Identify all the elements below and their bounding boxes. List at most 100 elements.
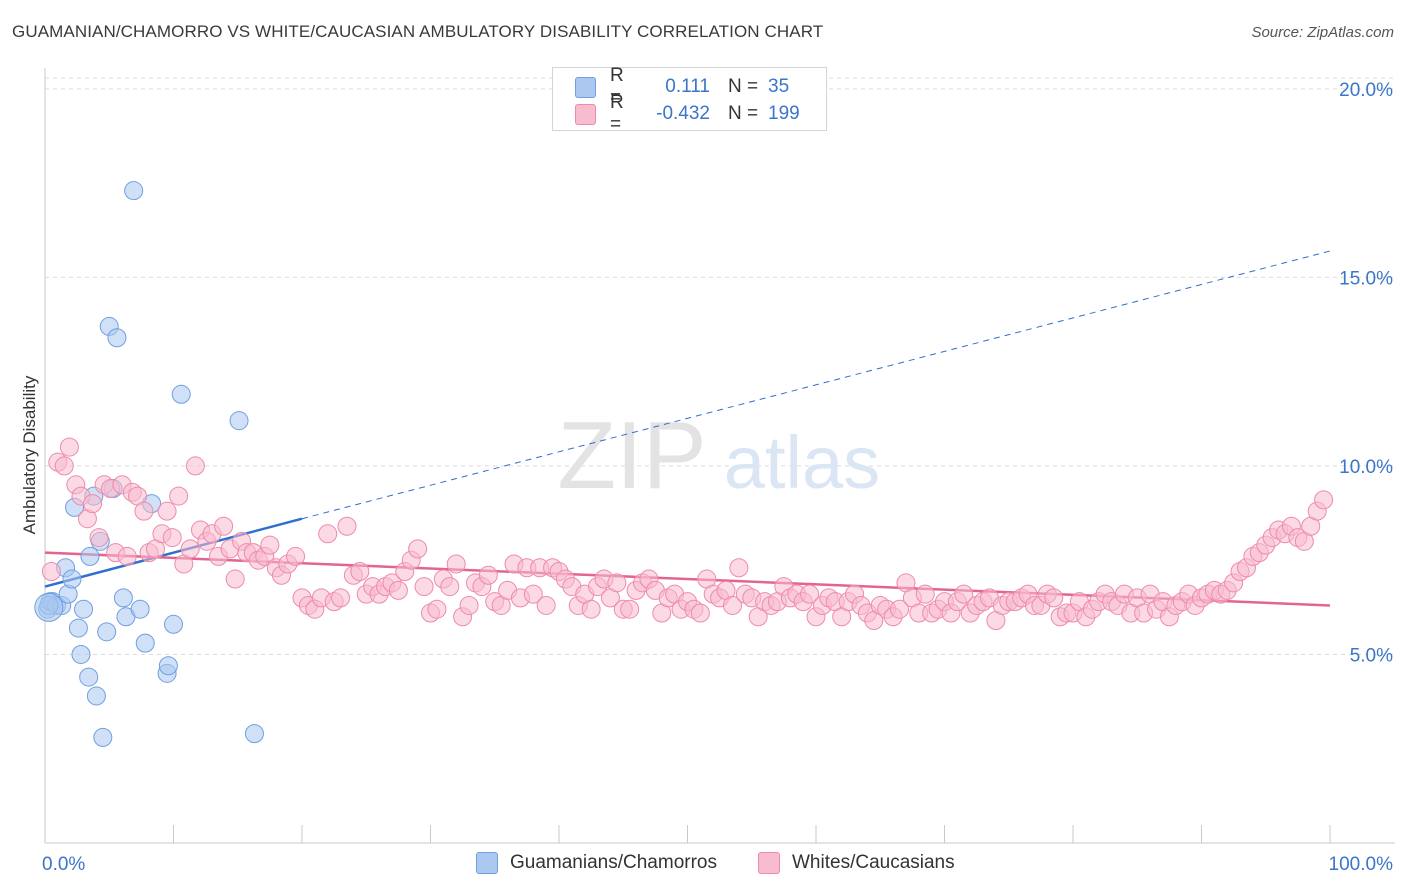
point-guamanian bbox=[68, 618, 88, 638]
trend-line-guamanian bbox=[44, 517, 303, 588]
point-white bbox=[581, 599, 601, 619]
watermark: ZIP atlas bbox=[557, 402, 880, 509]
r-value: -0.432 bbox=[656, 103, 710, 124]
point-guamanian bbox=[229, 411, 249, 431]
point-white bbox=[440, 577, 460, 597]
y-tick-label: 5.0% bbox=[1350, 645, 1393, 666]
point-white bbox=[260, 535, 280, 555]
x-tick-label: 0.0% bbox=[42, 854, 85, 875]
legend-swatch-guamanian bbox=[575, 76, 596, 98]
point-white bbox=[169, 486, 189, 506]
point-white bbox=[134, 501, 154, 521]
point-white bbox=[337, 516, 357, 536]
legend-item-white: Whites/Caucasians bbox=[758, 852, 955, 874]
point-white bbox=[331, 588, 351, 608]
watermark-atlas: atlas bbox=[724, 421, 880, 504]
point-white bbox=[54, 456, 74, 476]
point-white bbox=[157, 501, 177, 521]
legend-label-white: Whites/Caucasians bbox=[792, 852, 955, 873]
point-guamanian bbox=[171, 384, 191, 404]
point-guamanian bbox=[158, 656, 178, 676]
x-tick-labels: 0.0% 100.0% bbox=[42, 854, 1393, 875]
n-value: 199 bbox=[768, 103, 800, 124]
legend-swatch-white bbox=[575, 103, 596, 125]
data-points bbox=[34, 181, 1334, 747]
point-white bbox=[162, 528, 182, 548]
r-label: R = bbox=[610, 65, 624, 108]
point-guamanian bbox=[80, 546, 100, 566]
source-label: Source: ZipAtlas.com bbox=[1251, 24, 1394, 41]
y-axis-label: Ambulatory Disability bbox=[20, 375, 39, 534]
x-tick-label: 100.0% bbox=[1329, 854, 1394, 875]
axes bbox=[44, 68, 1395, 844]
point-white bbox=[536, 595, 556, 615]
point-white bbox=[414, 577, 434, 597]
point-white bbox=[408, 539, 428, 559]
point-white bbox=[388, 580, 408, 600]
point-white bbox=[41, 562, 61, 582]
legend-label-guamanian: Guamanians/Chamorros bbox=[510, 852, 717, 873]
point-guamanian-cluster bbox=[34, 592, 64, 622]
trend-line-guamanian-extended bbox=[301, 250, 1331, 520]
point-white bbox=[59, 437, 79, 457]
correlation-legend: R = 0.111 N = 35 R = -0.432 N = 199 bbox=[552, 65, 827, 135]
legend-row-white: R = -0.432 N = 199 bbox=[575, 92, 800, 135]
point-white bbox=[427, 599, 447, 619]
y-tick-label: 20.0% bbox=[1339, 80, 1393, 101]
y-tick-label: 15.0% bbox=[1339, 268, 1393, 289]
y-tick-labels: 5.0% 10.0% 15.0% 20.0% bbox=[1339, 80, 1393, 667]
n-value: 35 bbox=[768, 76, 790, 97]
point-white bbox=[620, 599, 640, 619]
point-white bbox=[729, 558, 749, 578]
point-white bbox=[890, 599, 910, 619]
y-tick-label: 10.0% bbox=[1339, 457, 1393, 478]
chart-title: GUAMANIAN/CHAMORRO VS WHITE/CAUCASIAN AM… bbox=[12, 22, 824, 41]
point-guamanian bbox=[74, 599, 94, 619]
point-white bbox=[446, 554, 466, 574]
point-white bbox=[1314, 490, 1334, 510]
point-white bbox=[89, 528, 109, 548]
watermark-zip: ZIP bbox=[557, 402, 706, 509]
point-guamanian bbox=[130, 599, 150, 619]
point-white bbox=[185, 456, 205, 476]
point-guamanian bbox=[97, 622, 117, 642]
point-white bbox=[1044, 588, 1064, 608]
point-white bbox=[318, 524, 338, 544]
point-white bbox=[214, 516, 234, 536]
point-white bbox=[180, 539, 200, 559]
legend-swatch-guamanian bbox=[476, 852, 498, 874]
point-white bbox=[800, 584, 820, 604]
r-label: R = bbox=[610, 92, 624, 135]
point-white bbox=[915, 584, 935, 604]
point-guamanian bbox=[244, 724, 264, 744]
n-label: N = bbox=[728, 76, 759, 97]
point-white bbox=[607, 573, 627, 593]
point-guamanian bbox=[113, 588, 133, 608]
point-white bbox=[286, 546, 306, 566]
point-guamanian bbox=[164, 614, 183, 634]
legend-swatch-white bbox=[758, 852, 780, 874]
series-legend: Guamanians/Chamorros Whites/Caucasians bbox=[0, 852, 1406, 876]
point-guamanian bbox=[86, 686, 106, 706]
point-white bbox=[478, 565, 498, 585]
legend-item-guamanian: Guamanians/Chamorros bbox=[476, 852, 717, 874]
point-white bbox=[83, 494, 103, 514]
point-guamanian bbox=[62, 569, 82, 589]
point-guamanian bbox=[93, 727, 113, 747]
point-guamanian bbox=[79, 667, 99, 687]
point-guamanian bbox=[107, 328, 127, 348]
point-white bbox=[722, 595, 742, 615]
point-white bbox=[350, 562, 370, 582]
point-guamanian bbox=[124, 181, 144, 201]
point-guamanian bbox=[135, 633, 155, 653]
point-white bbox=[225, 569, 245, 589]
point-white bbox=[117, 546, 137, 566]
legend-row-guamanian: R = 0.111 N = 35 bbox=[575, 65, 790, 108]
grid-lines bbox=[45, 77, 1395, 655]
point-guamanian bbox=[71, 644, 91, 664]
point-white bbox=[523, 584, 543, 604]
point-white bbox=[690, 603, 710, 623]
point-white bbox=[459, 595, 479, 615]
point-white bbox=[954, 584, 974, 604]
